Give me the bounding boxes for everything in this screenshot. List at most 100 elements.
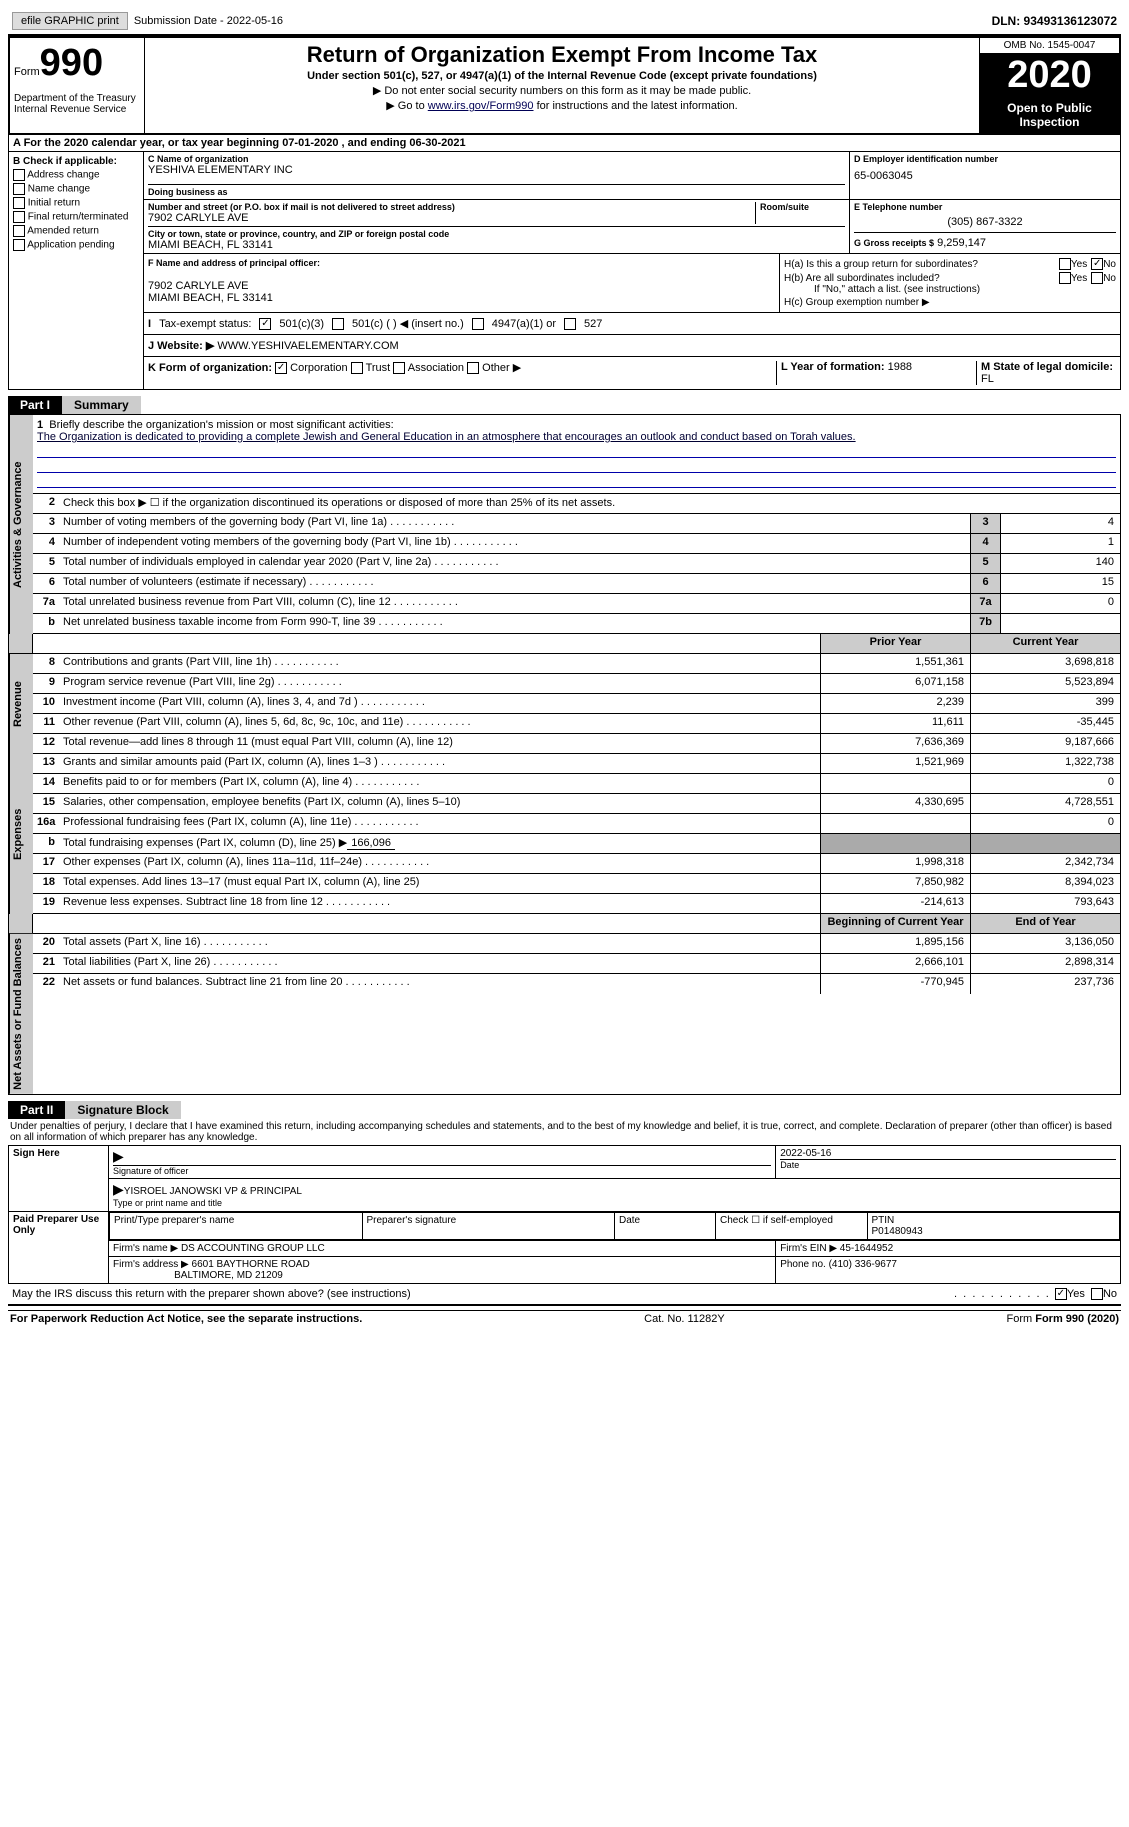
l16ac: 0 <box>970 814 1120 833</box>
initial-return-checkbox[interactable] <box>13 197 25 209</box>
l16ap <box>820 814 970 833</box>
l20p: 1,895,156 <box>820 934 970 953</box>
ptin-value: P01480943 <box>872 1226 923 1237</box>
row-a-period: A For the 2020 calendar year, or tax yea… <box>8 135 1121 152</box>
l3: Number of voting members of the governin… <box>59 514 970 533</box>
ha-label: H(a) Is this a group return for subordin… <box>784 259 1059 270</box>
end-year-header: End of Year <box>970 914 1120 933</box>
hb-no-checkbox[interactable] <box>1091 272 1103 284</box>
irs-link[interactable]: www.irs.gov/Form990 <box>428 100 534 112</box>
501c-checkbox[interactable] <box>332 318 344 330</box>
l11p: 11,611 <box>820 714 970 733</box>
arrow-icon: ▶ <box>113 1181 124 1197</box>
section-b-c-d: B Check if applicable: Address change Na… <box>8 152 1121 390</box>
row-i-label: I <box>148 318 151 330</box>
beg-year-header: Beginning of Current Year <box>820 914 970 933</box>
l7b: Net unrelated business taxable income fr… <box>59 614 970 633</box>
signature-table: Sign Here ▶Signature of officer 2022-05-… <box>8 1145 1121 1284</box>
l12c: 9,187,666 <box>970 734 1120 753</box>
l10p: 2,239 <box>820 694 970 713</box>
l18p: 7,850,982 <box>820 874 970 893</box>
row-k-label: K Form of organization: <box>148 362 272 374</box>
form-title: Return of Organization Exempt From Incom… <box>149 42 975 68</box>
dln-number: DLN: 93493136123072 <box>992 14 1117 28</box>
side-expenses: Expenses <box>9 754 33 914</box>
l6v: 15 <box>1000 574 1120 593</box>
current-year-header: Current Year <box>970 634 1120 653</box>
l15c: 4,728,551 <box>970 794 1120 813</box>
l15p: 4,330,695 <box>820 794 970 813</box>
firm-name: DS ACCOUNTING GROUP LLC <box>181 1243 325 1254</box>
form-header: Form990 Department of the Treasury Inter… <box>8 36 1121 135</box>
l14c: 0 <box>970 774 1120 793</box>
paid-preparer-label: Paid Preparer Use Only <box>9 1211 109 1283</box>
l18c: 8,394,023 <box>970 874 1120 893</box>
l13p: 1,521,969 <box>820 754 970 773</box>
side-netassets: Net Assets or Fund Balances <box>9 934 33 1094</box>
officer-name: YISROEL JANOWSKI VP & PRINCIPAL <box>124 1186 302 1197</box>
discuss-no-checkbox[interactable] <box>1091 1288 1103 1300</box>
l1-label: Briefly describe the organization's miss… <box>49 419 393 431</box>
ha-yes-checkbox[interactable] <box>1059 258 1071 270</box>
final-return-checkbox[interactable] <box>13 211 25 223</box>
arrow-icon: ▶ <box>113 1148 124 1164</box>
hb-yes-checkbox[interactable] <box>1059 272 1071 284</box>
tel-value: (305) 867-3322 <box>854 216 1116 228</box>
l21p: 2,666,101 <box>820 954 970 973</box>
ha-no-checkbox[interactable] <box>1091 258 1103 270</box>
instruction-2: ▶ Go to www.irs.gov/Form990 for instruct… <box>149 99 975 112</box>
l8p: 1,551,361 <box>820 654 970 673</box>
l7bv <box>1000 614 1120 633</box>
l22c: 237,736 <box>970 974 1120 994</box>
l11c: -35,445 <box>970 714 1120 733</box>
pra-notice: For Paperwork Reduction Act Notice, see … <box>10 1313 362 1325</box>
l13c: 1,322,738 <box>970 754 1120 773</box>
l9p: 6,071,158 <box>820 674 970 693</box>
firm-ein: 45-1644952 <box>840 1243 893 1254</box>
sig-date: 2022-05-16 <box>780 1148 831 1159</box>
section-b-header: B Check if applicable: <box>13 156 139 167</box>
501c3-checkbox[interactable] <box>259 318 271 330</box>
street-value: 7902 CARLYLE AVE <box>148 212 755 224</box>
cat-number: Cat. No. 11282Y <box>644 1313 725 1325</box>
4947-checkbox[interactable] <box>472 318 484 330</box>
omb-number: OMB No. 1545-0047 <box>980 38 1119 54</box>
instruction-1: ▶ Do not enter social security numbers o… <box>149 84 975 97</box>
application-pending-checkbox[interactable] <box>13 239 25 251</box>
l3v: 4 <box>1000 514 1120 533</box>
l7av: 0 <box>1000 594 1120 613</box>
gross-label: G Gross receipts $ <box>854 238 934 248</box>
assoc-checkbox[interactable] <box>393 362 405 374</box>
signature-declaration: Under penalties of perjury, I declare th… <box>8 1119 1121 1145</box>
form-number: Form990 <box>14 42 140 85</box>
l10c: 399 <box>970 694 1120 713</box>
l7a: Total unrelated business revenue from Pa… <box>59 594 970 613</box>
website-value: WWW.YESHIVAELEMENTARY.COM <box>217 340 398 352</box>
sign-here-label: Sign Here <box>9 1145 109 1211</box>
tax-year: 2020 <box>980 54 1119 97</box>
hb-label: H(b) Are all subordinates included? <box>784 273 1059 284</box>
gross-value: 9,259,147 <box>937 237 986 249</box>
department-label: Department of the Treasury Internal Reve… <box>14 93 140 115</box>
address-change-checkbox[interactable] <box>13 169 25 181</box>
row-j-label: J Website: ▶ <box>148 340 214 352</box>
city-label: City or town, state or province, country… <box>148 229 845 239</box>
other-checkbox[interactable] <box>467 362 479 374</box>
l6: Total number of volunteers (estimate if … <box>59 574 970 593</box>
efile-print-button[interactable]: efile GRAPHIC print <box>12 12 128 30</box>
prior-year-header: Prior Year <box>820 634 970 653</box>
open-public-badge: Open to Public Inspection <box>980 97 1119 133</box>
hc-label: H(c) Group exemption number ▶ <box>784 297 1116 308</box>
l12p: 7,636,369 <box>820 734 970 753</box>
discuss-label: May the IRS discuss this return with the… <box>12 1288 954 1300</box>
name-change-checkbox[interactable] <box>13 183 25 195</box>
tel-label: E Telephone number <box>854 202 1116 212</box>
527-checkbox[interactable] <box>564 318 576 330</box>
discuss-yes-checkbox[interactable] <box>1055 1288 1067 1300</box>
l21c: 2,898,314 <box>970 954 1120 973</box>
amended-return-checkbox[interactable] <box>13 225 25 237</box>
org-name: YESHIVA ELEMENTARY INC <box>148 164 845 176</box>
officer-addr1: 7902 CARLYLE AVE <box>148 280 775 292</box>
corp-checkbox[interactable] <box>275 362 287 374</box>
trust-checkbox[interactable] <box>351 362 363 374</box>
